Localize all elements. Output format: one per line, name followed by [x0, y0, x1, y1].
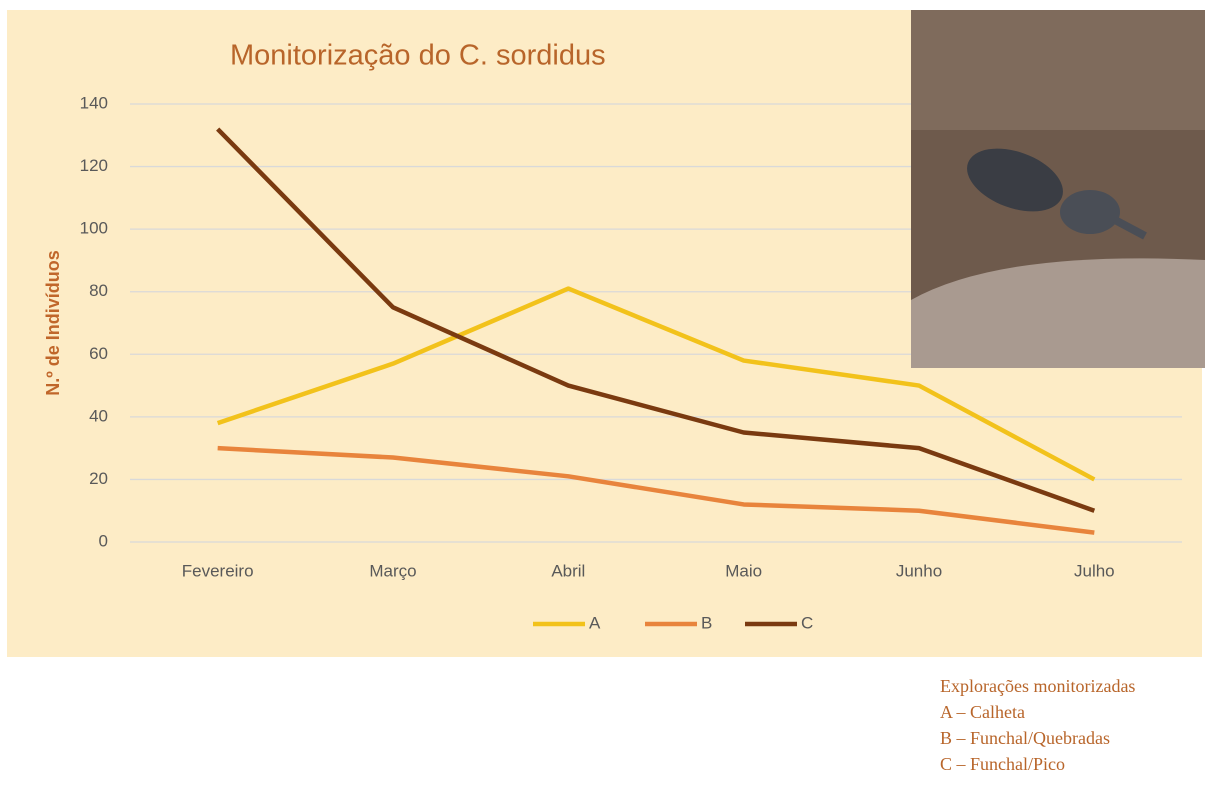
y-tick-label: 40	[89, 406, 108, 425]
y-tick-label: 60	[89, 344, 108, 363]
x-tick-label: Julho	[1074, 561, 1115, 580]
photo	[911, 10, 1205, 368]
plot: 0 20 40 60 80 100 120 140 Fevereiro Março Abril Mai…	[80, 93, 1182, 632]
x-tick-label: Maio	[725, 561, 762, 580]
y-axis-label: N.º de Indivíduos	[43, 250, 63, 396]
x-tick-label: Abril	[551, 561, 585, 580]
y-tick-label: 20	[89, 469, 108, 488]
legend-label: B	[701, 613, 712, 632]
y-tick-label: 100	[80, 219, 108, 238]
legend-label: C	[801, 613, 813, 632]
x-tick-label: Junho	[896, 561, 942, 580]
x-tick-label: Fevereiro	[182, 561, 254, 580]
x-tick-label: Março	[369, 561, 416, 580]
series-line	[217, 445, 1095, 535]
y-tick-label: 140	[80, 93, 108, 112]
series-line	[216, 286, 1096, 482]
annotation: B – Funchal/Quebradas	[940, 728, 1110, 748]
annotation: C – Funchal/Pico	[940, 754, 1065, 774]
y-tick-label: 80	[89, 281, 108, 300]
y-tick-label: 0	[99, 531, 108, 550]
legend-label: A	[589, 613, 601, 632]
chart-title: Monitorização do C. sordidus	[230, 40, 606, 72]
y-tick-label: 120	[80, 156, 108, 175]
annotation: Explorações monitorizadas	[940, 676, 1135, 696]
series-line	[216, 127, 1096, 513]
annotation: A – Calheta	[940, 702, 1025, 722]
